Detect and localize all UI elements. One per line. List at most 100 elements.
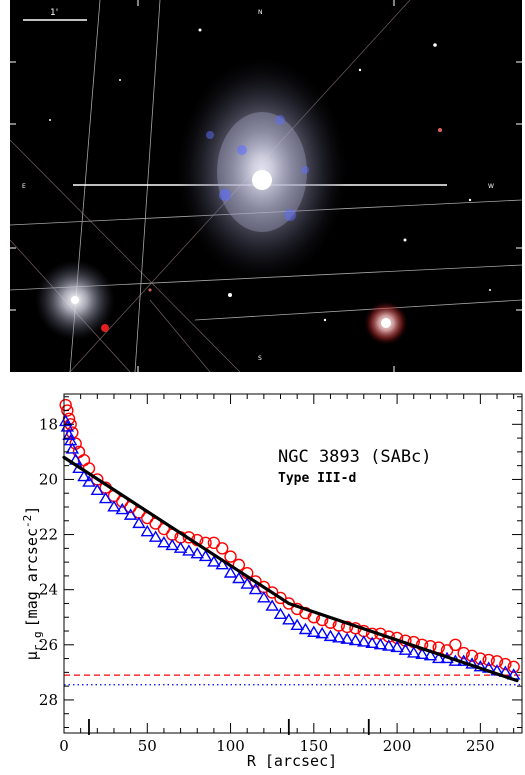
plot-frame [63, 393, 523, 734]
galaxy-image-panel: 1' N S E W [10, 0, 522, 372]
data-point-1 [63, 433, 78, 446]
y-tick-label: 22 [39, 526, 58, 544]
data-point-1 [282, 613, 296, 625]
data-point-1 [432, 651, 446, 664]
data-point-1 [165, 538, 179, 551]
data-point-1 [232, 571, 246, 584]
data-point-1 [98, 491, 113, 504]
data-point-1 [157, 535, 171, 548]
data-point-1 [298, 622, 313, 635]
red-star [101, 324, 109, 332]
data-point-1 [140, 524, 154, 537]
data-point-1 [340, 632, 354, 644]
data-point-1 [365, 636, 379, 648]
data-point-1 [273, 607, 288, 620]
x-tick-label: 250 [466, 737, 495, 755]
y-tick-label: 24 [39, 581, 58, 599]
data-point-0 [207, 536, 221, 550]
data-point-1 [290, 618, 304, 631]
annotation-profile-type: Type III-d [278, 471, 356, 486]
x-axis-title: R [arcsec] [247, 752, 337, 770]
data-point-1 [407, 646, 421, 658]
compass-north: N [258, 9, 263, 16]
data-point-1 [77, 469, 91, 482]
data-point-1 [248, 582, 263, 595]
x-tick-label: 150 [299, 737, 328, 755]
data-point-1 [423, 648, 438, 661]
compass-south: S [258, 355, 262, 362]
scale-bar-label: 1' [50, 8, 58, 18]
y-tick-label: 26 [39, 636, 58, 654]
y-axis-close: ] [23, 506, 41, 515]
bright-star [364, 301, 408, 345]
data-point-1 [390, 640, 404, 653]
data-point-1 [240, 577, 254, 589]
data-point-0 [499, 657, 512, 671]
data-point-1 [148, 530, 163, 542]
annotation-galaxy-name: NGC 3893 (SABc) [278, 447, 432, 467]
y-axis-title: μr,g [mag arcsec-2] [21, 506, 44, 661]
data-point-1 [223, 566, 238, 578]
frame-ticks [10, 0, 522, 372]
chart-marks [58, 398, 522, 686]
data-point-1 [123, 508, 138, 520]
y-tick-label: 18 [39, 415, 58, 433]
data-point-1 [373, 637, 388, 650]
data-point-1 [265, 599, 279, 611]
data-point-0 [61, 404, 74, 417]
data-point-1 [115, 502, 130, 515]
galaxy-image: 1' N S E W [10, 0, 522, 372]
profile-chart: 0 50 100 150 200 250 18 20 22 24 26 28 NGC 3893 (SA… [0, 380, 525, 771]
data-point-1 [357, 635, 371, 647]
x-tick-label: 200 [383, 737, 412, 755]
data-point-1 [90, 483, 105, 496]
data-point-1 [65, 442, 80, 454]
data-point-1 [60, 420, 75, 432]
data-point-1 [315, 626, 329, 639]
data-point-1 [198, 549, 213, 562]
data-point-1 [398, 643, 413, 655]
data-point-1 [257, 591, 271, 603]
y-axis-symbol: μ [23, 651, 41, 660]
series-1 [58, 414, 521, 680]
y-axis-exponent: -2 [21, 515, 34, 528]
data-point-0 [216, 542, 229, 555]
data-point-0 [465, 649, 479, 663]
data-point-0 [482, 653, 495, 667]
x-tick-label: 0 [59, 737, 69, 755]
galaxy-ngc3893 [177, 58, 347, 282]
data-point-0 [474, 652, 487, 665]
data-point-1 [307, 625, 321, 637]
data-point-1 [323, 629, 338, 642]
fit-line-0 [62, 455, 291, 606]
chart-axes: 0 50 100 150 200 250 18 20 22 24 26 28 [39, 393, 523, 755]
data-point-0 [507, 660, 520, 674]
data-point-1 [82, 475, 96, 487]
companion-galaxy [35, 260, 115, 340]
x-tick-label: 100 [216, 737, 245, 755]
data-point-1 [190, 546, 204, 559]
profile-chart-svg: 0 50 100 150 200 250 18 20 22 24 26 28 NGC 3893 (SA… [21, 393, 523, 770]
data-point-0 [182, 531, 196, 544]
data-point-1 [332, 631, 346, 643]
data-point-0 [449, 638, 462, 652]
data-point-0 [340, 620, 354, 634]
data-point-1 [207, 555, 221, 567]
data-point-0 [457, 646, 470, 660]
data-point-1 [215, 557, 229, 570]
data-point-1 [415, 647, 429, 660]
compass-west: W [488, 183, 494, 190]
y-axis-subscript: r,g [31, 631, 44, 651]
background-stars [49, 28, 491, 322]
data-point-1 [173, 541, 188, 553]
y-tick-label: 20 [39, 470, 58, 488]
compass-east: E [22, 183, 26, 190]
series-0 [59, 398, 520, 674]
x-tick-label: 50 [138, 737, 157, 755]
y-axis-units: [mag arcsec [23, 528, 41, 627]
data-point-1 [107, 500, 121, 512]
y-tick-label: 28 [39, 691, 58, 709]
data-point-1 [132, 516, 146, 529]
data-point-1 [182, 544, 196, 556]
data-point-0 [224, 550, 237, 563]
